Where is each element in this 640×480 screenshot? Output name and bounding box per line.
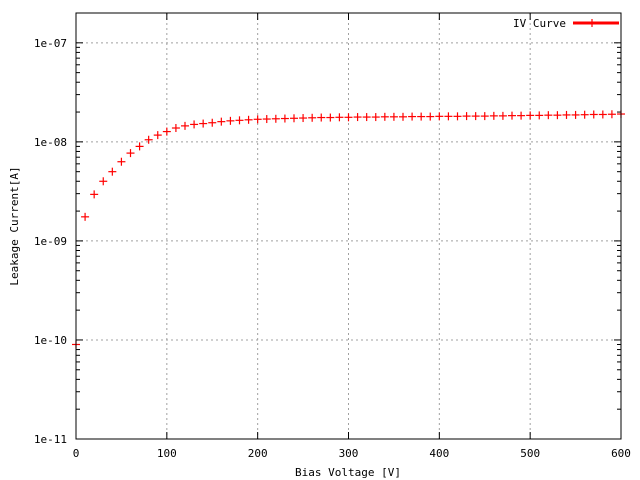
x-tick-label: 500 [520,447,540,460]
data-point [144,135,153,144]
plot-frame [75,12,622,440]
data-point [471,112,480,121]
y-axis-label: Leakage Current[A] [8,166,21,285]
data-point [489,111,498,120]
data-point [126,149,135,158]
data-point [580,110,589,119]
data-point [135,142,144,151]
data-point [517,111,526,120]
data-point [417,112,426,121]
data-point [371,113,380,122]
data-point [162,127,171,136]
data-point [408,112,417,121]
data-point [271,114,280,123]
data-point [399,112,407,121]
data-point [290,114,298,123]
data-point [526,111,535,120]
data-point [308,113,317,122]
data-point [435,112,444,121]
grid [76,13,621,440]
y-tick-label: 1e-10 [34,334,67,347]
data-point [226,116,235,125]
x-axis-label: Bias Voltage [V] [295,466,401,479]
data-point [99,177,108,186]
legend: IV Curve [513,17,619,30]
x-tick-label: 300 [339,447,359,460]
data-point [544,111,553,120]
data-point [589,110,598,119]
ticks [75,12,622,440]
y-tick-label: 1e-11 [34,433,67,446]
data-point [90,190,99,199]
data-point [562,110,571,119]
data-point [326,113,335,122]
data-point [426,112,435,121]
data-point [208,118,217,127]
data-point [280,114,289,123]
data-point [171,124,180,133]
x-tick-label: 100 [157,447,177,460]
data-point [453,112,462,121]
data-point [190,120,199,129]
data-point [108,167,117,176]
data-point [244,115,253,124]
data-point [444,112,453,121]
x-tick-label: 600 [611,447,631,460]
y-tick-label: 1e-09 [34,235,67,248]
x-tick-label: 400 [429,447,449,460]
data-point [317,113,326,122]
data-point [553,111,562,120]
data-point [199,119,208,128]
data-point [607,110,616,119]
data-point [235,116,244,125]
legend-label: IV Curve [513,17,566,30]
data-point [535,111,544,120]
data-point [389,112,398,121]
data-point [362,113,371,122]
data-point [480,112,489,121]
data-point [571,110,580,119]
data-point [253,115,262,124]
data-point [344,113,353,122]
data-point [181,121,189,130]
data-points [72,110,625,349]
data-point [353,113,362,122]
data-point [262,115,271,124]
y-tick-label: 1e-08 [34,136,67,149]
x-tick-label: 0 [73,447,80,460]
data-point [598,110,607,119]
tick-labels: 0 100 200 300 400 500 600 1e-11 1e-10 1e-09 1e-08 1… [34,37,631,460]
data-point [335,113,344,122]
data-point [462,112,471,121]
data-point [153,131,162,140]
y-tick-label: 1e-07 [34,37,67,50]
x-tick-label: 200 [248,447,268,460]
data-point [81,212,90,221]
data-point [498,111,507,120]
data-point [380,112,389,121]
data-point [117,157,126,166]
data-point [217,117,226,126]
data-point [508,111,516,120]
data-point [299,114,308,123]
